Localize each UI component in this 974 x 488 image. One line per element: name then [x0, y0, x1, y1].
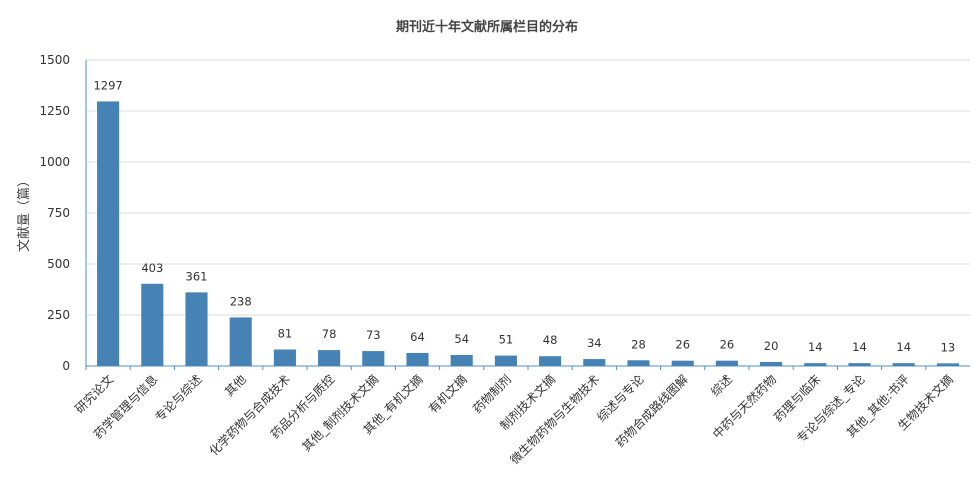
bar[interactable]: [318, 350, 341, 366]
bar[interactable]: [141, 283, 164, 366]
bar[interactable]: [627, 360, 650, 366]
x-tick-label: 其他: [222, 372, 249, 399]
data-label: 73: [366, 328, 381, 342]
bar[interactable]: [273, 349, 296, 366]
x-tick-label: 药物制剂: [469, 372, 514, 417]
data-label: 14: [852, 340, 867, 354]
bar[interactable]: [185, 292, 208, 366]
bar[interactable]: [892, 363, 915, 366]
x-tick-label: 其他_制剂技术文摘: [299, 372, 382, 455]
y-axis-label: 文献量（篇）: [17, 174, 32, 252]
data-label: 238: [230, 294, 252, 308]
data-label: 1297: [93, 78, 122, 92]
data-label: 26: [675, 338, 690, 352]
bar[interactable]: [229, 317, 252, 366]
bars: [97, 101, 959, 367]
data-label: 20: [764, 339, 779, 353]
data-label: 81: [278, 326, 293, 340]
y-tick-label: 1250: [39, 104, 70, 118]
data-label: 14: [808, 340, 823, 354]
x-tick-label: 研究论文: [72, 372, 117, 417]
x-tick-label: 综述: [708, 372, 735, 399]
bar[interactable]: [936, 363, 959, 366]
data-label: 403: [141, 261, 163, 275]
data-label: 14: [896, 340, 911, 354]
chart-title: 期刊近十年文献所属栏目的分布: [396, 19, 578, 35]
bar[interactable]: [715, 360, 738, 366]
bar[interactable]: [804, 363, 827, 366]
bar[interactable]: [583, 359, 606, 366]
bar[interactable]: [362, 351, 385, 366]
bar[interactable]: [450, 354, 473, 366]
data-label: 64: [410, 330, 425, 344]
data-label: 28: [631, 337, 646, 351]
bar[interactable]: [848, 363, 871, 366]
gridlines: [86, 59, 970, 316]
y-tick-label: 1000: [39, 155, 70, 169]
x-tick-label: 化学药物与合成技术: [206, 372, 293, 459]
data-label: 34: [587, 336, 602, 350]
bar[interactable]: [539, 356, 562, 366]
y-axis-ticks: 0 250 500 750 1000 1250 1500: [39, 53, 70, 373]
x-tick-label: 有机文摘: [425, 372, 470, 417]
data-label: 361: [186, 269, 208, 283]
y-tick-label: 0: [62, 359, 70, 373]
x-tick-label: 专论与综述: [152, 372, 205, 425]
bar[interactable]: [760, 361, 783, 366]
data-label: 26: [720, 338, 735, 352]
y-tick-label: 1500: [39, 53, 70, 67]
data-label: 78: [322, 327, 337, 341]
y-tick-label: 500: [47, 257, 70, 271]
bar[interactable]: [406, 352, 429, 366]
data-label: 48: [543, 333, 558, 347]
data-label: 51: [499, 333, 514, 347]
bar[interactable]: [97, 101, 120, 367]
y-tick-label: 250: [47, 308, 70, 322]
x-tick-label: 微生物药物与生物技术: [508, 372, 603, 467]
data-label: 54: [454, 332, 469, 346]
y-tick-label: 750: [47, 206, 70, 220]
data-label: 13: [941, 340, 956, 354]
bar[interactable]: [671, 360, 694, 366]
data-labels: 1297 403 361 238 81 78 73 64 54 51 48 34 28 26 26 20 14 1…: [93, 78, 955, 354]
x-tick-label: 药物合成路线图解: [612, 372, 690, 450]
bar[interactable]: [494, 355, 517, 366]
